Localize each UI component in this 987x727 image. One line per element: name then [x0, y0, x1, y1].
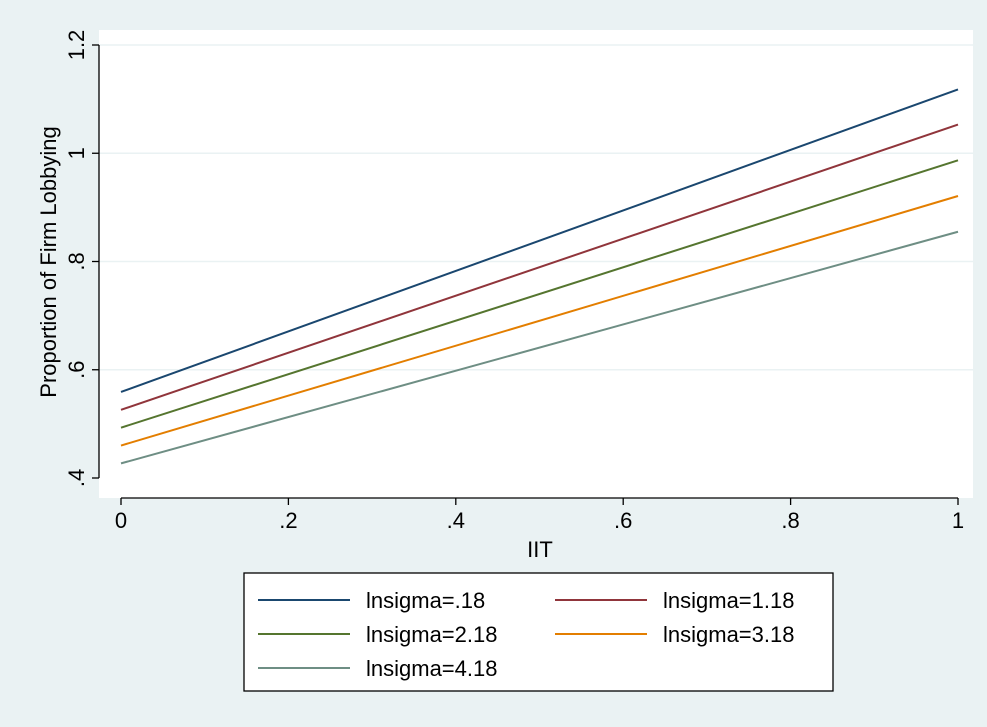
legend-label: lnsigma=1.18: [663, 588, 794, 613]
y-tick-label: 1: [64, 147, 89, 159]
series-line: [120, 195, 959, 447]
x-tick-label: 1: [952, 508, 964, 533]
x-tick-label: .4: [447, 508, 465, 533]
legend-label: lnsigma=3.18: [663, 622, 794, 647]
y-axis-label: Proportion of Firm Lobbying: [36, 126, 61, 397]
x-tick-label: .2: [279, 508, 297, 533]
y-tick-label: .6: [64, 361, 89, 379]
series-line: [120, 230, 959, 465]
x-tick-label: .6: [614, 508, 632, 533]
plot-area: [99, 30, 973, 498]
legend-label: lnsigma=4.18: [366, 656, 497, 681]
x-tick-label: 0: [115, 508, 127, 533]
grid-layer: [99, 44, 973, 371]
x-tick-label: .8: [781, 508, 799, 533]
x-axis-label: IIT: [527, 537, 553, 562]
y-tick-label: 1.2: [64, 30, 89, 61]
legend-label: lnsigma=.18: [366, 588, 485, 613]
legend-label: lnsigma=2.18: [366, 622, 497, 647]
legend: lnsigma=.18 lnsigma=1.18 lnsigma=2.18 lnsig…: [243, 572, 834, 692]
axis-layer: .4 .6 .8 1 1.2 0 .2 .4 .6 .8 1: [64, 30, 964, 533]
y-tick-label: .4: [64, 469, 89, 487]
legend-items: lnsigma=.18 lnsigma=1.18 lnsigma=2.18 lnsig…: [258, 588, 794, 681]
series-layer: [120, 88, 959, 465]
series-line: [120, 88, 959, 393]
legend-box: [243, 572, 834, 692]
series-line: [120, 123, 959, 411]
series-line: [120, 159, 959, 429]
y-tick-label: .8: [64, 252, 89, 270]
